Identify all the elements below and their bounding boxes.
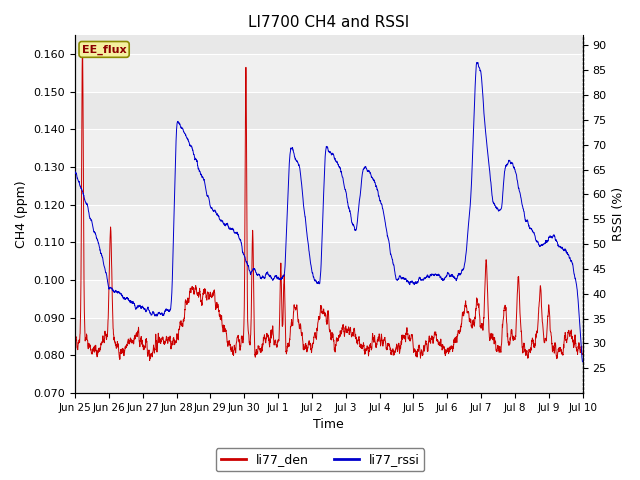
Legend: li77_den, li77_rssi: li77_den, li77_rssi [216, 448, 424, 471]
Bar [75, 130, 582, 167]
Y-axis label: RSSI (%): RSSI (%) [612, 187, 625, 241]
Bar [75, 54, 582, 92]
Bar [75, 280, 582, 318]
Title: LI7700 CH4 and RSSI: LI7700 CH4 and RSSI [248, 15, 410, 30]
Y-axis label: CH4 (ppm): CH4 (ppm) [15, 180, 28, 248]
Text: EE_flux: EE_flux [82, 44, 127, 55]
Bar [75, 356, 582, 393]
X-axis label: Time: Time [314, 419, 344, 432]
Bar [75, 205, 582, 242]
